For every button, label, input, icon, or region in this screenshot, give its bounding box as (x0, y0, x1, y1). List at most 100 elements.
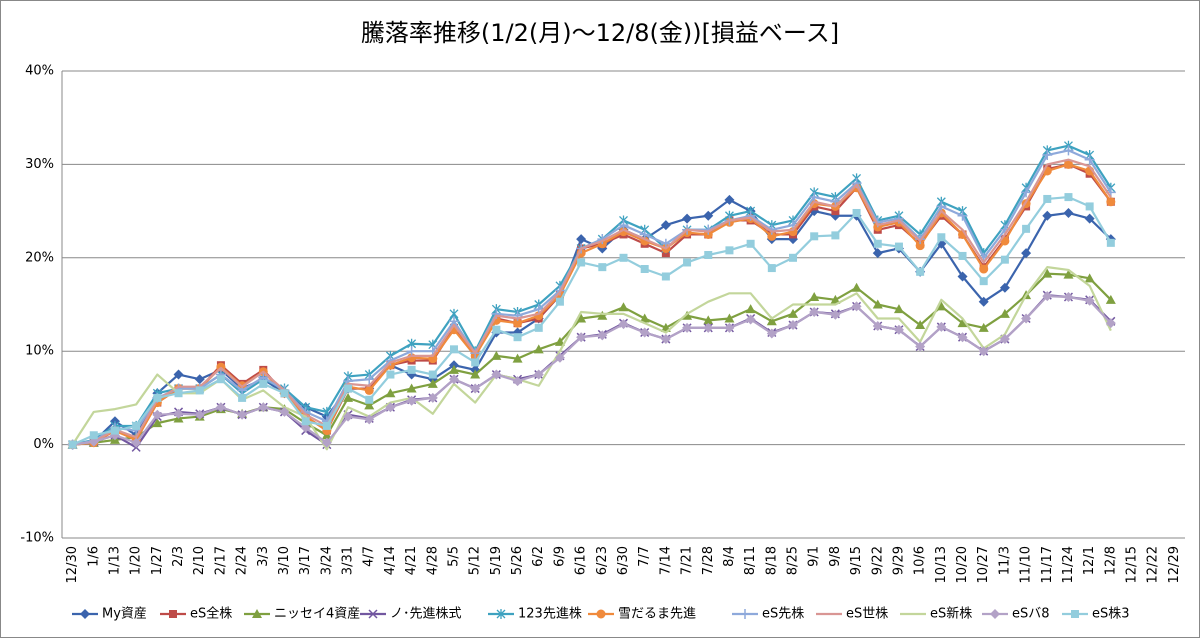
marker (280, 389, 289, 398)
marker (852, 208, 861, 217)
marker (999, 334, 1010, 345)
marker (252, 609, 262, 618)
marker (990, 609, 1000, 619)
marker (428, 370, 437, 379)
marker (703, 210, 714, 221)
marker (534, 323, 543, 332)
y-tick-label: 20% (25, 250, 54, 265)
marker (237, 409, 248, 420)
x-tick-label: 4/21 (404, 546, 419, 575)
marker (597, 310, 608, 320)
marker (809, 292, 820, 302)
marker (915, 320, 926, 330)
x-tick-label: 1/20 (129, 546, 144, 575)
x-tick-label: 9/8 (828, 546, 843, 567)
marker (640, 265, 649, 274)
marker (194, 374, 205, 385)
marker (153, 393, 162, 402)
marker (830, 309, 841, 320)
x-tick-label: 12/30 (65, 546, 80, 583)
x-tick-label: 6/23 (595, 546, 610, 575)
marker (194, 409, 205, 420)
marker (978, 322, 989, 332)
y-tick-label: 0% (33, 437, 54, 452)
marker (683, 258, 692, 267)
marker (936, 321, 947, 332)
marker (936, 301, 947, 311)
marker (1064, 193, 1073, 202)
marker (449, 345, 458, 354)
marker (576, 332, 587, 343)
marker (448, 364, 459, 374)
marker (88, 436, 99, 447)
marker (618, 220, 629, 231)
marker (831, 207, 840, 216)
marker (343, 411, 354, 422)
marker (512, 376, 523, 387)
marker (555, 297, 564, 306)
marker (957, 210, 968, 221)
x-tick-label: 7/21 (680, 546, 695, 575)
marker (703, 315, 714, 325)
marker (830, 294, 841, 304)
marker (364, 414, 375, 425)
marker (957, 332, 968, 343)
marker (216, 375, 225, 384)
marker (1084, 213, 1095, 224)
marker (406, 383, 417, 393)
marker (1063, 269, 1074, 279)
marker (851, 282, 862, 292)
marker (215, 402, 226, 413)
marker (598, 263, 607, 272)
marker (491, 369, 502, 380)
marker (258, 402, 269, 413)
x-tick-label: 12/8 (1103, 546, 1118, 575)
x-tick-label: 2/10 (192, 546, 207, 575)
marker (873, 239, 882, 248)
marker (1105, 318, 1116, 329)
marker (916, 267, 925, 276)
marker (321, 437, 332, 448)
marker (470, 383, 481, 394)
marker (68, 440, 77, 449)
marker (1106, 197, 1116, 207)
marker (872, 320, 883, 331)
marker (915, 341, 926, 352)
marker (1042, 150, 1053, 161)
marker (618, 302, 629, 312)
marker (1063, 207, 1074, 218)
y-tick-label: 30% (25, 157, 54, 172)
marker (386, 370, 395, 379)
marker (1063, 292, 1074, 303)
marker (110, 426, 119, 435)
x-tick-label: 4/7 (362, 546, 377, 567)
marker (766, 328, 777, 339)
legend-label: 123先進株 (518, 607, 582, 622)
marker (724, 313, 735, 323)
marker (639, 313, 650, 323)
marker (496, 609, 506, 619)
marker (957, 271, 968, 282)
marker (80, 609, 90, 619)
marker (259, 379, 268, 388)
x-tick-label: 3/3 (256, 546, 271, 567)
marker (131, 437, 142, 448)
marker (169, 610, 177, 618)
x-tick-label: 7/28 (701, 546, 716, 575)
x-tick-label: 11/10 (1019, 546, 1034, 583)
marker (1084, 154, 1095, 165)
x-tick-label: 10/20 (955, 546, 970, 583)
marker (766, 316, 777, 326)
marker (831, 231, 840, 240)
legend-label: eS世株 (846, 607, 888, 622)
marker (639, 327, 650, 338)
marker (1084, 273, 1095, 283)
marker (937, 233, 946, 242)
marker (554, 336, 565, 346)
x-tick-label: 10/13 (934, 546, 949, 583)
marker (1063, 159, 1073, 169)
marker (596, 609, 606, 619)
marker (385, 388, 396, 398)
legend-label: eS株3 (1092, 607, 1130, 622)
x-tick-label: 9/29 (891, 546, 906, 575)
